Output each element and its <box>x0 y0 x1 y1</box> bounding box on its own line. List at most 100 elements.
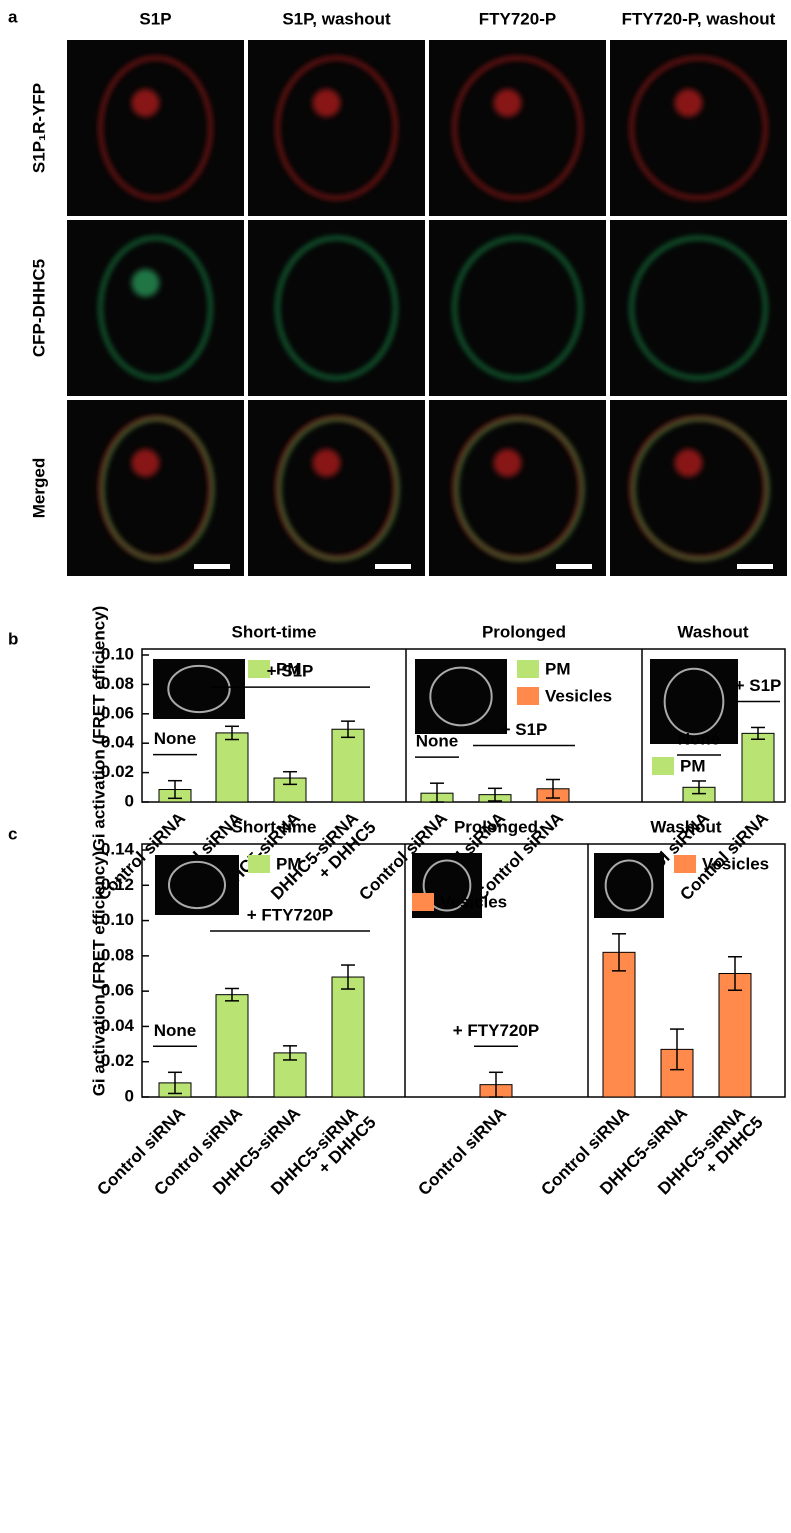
annotation: + FTY720P <box>453 1021 539 1040</box>
annotation: + FTY720P <box>247 906 333 925</box>
column-header: FTY720-P <box>479 9 556 28</box>
annotation: + S1P <box>735 676 782 695</box>
legend-swatch <box>674 855 696 873</box>
y-tick-label: 0.12 <box>101 875 134 894</box>
micrograph <box>610 220 787 396</box>
cell-outline <box>278 417 399 561</box>
annotation: None <box>678 729 721 748</box>
cell-outline <box>630 236 767 380</box>
cell-outline <box>276 56 397 200</box>
y-tick-label: 0.08 <box>101 945 134 964</box>
micrograph <box>67 220 244 396</box>
cell-outline <box>276 236 397 380</box>
panel-label: b <box>8 629 18 648</box>
y-tick-label: 0.02 <box>101 1051 134 1070</box>
section-title: Short-time <box>232 817 317 836</box>
panel-label: a <box>8 7 18 26</box>
legend-label: PM <box>680 756 706 775</box>
panel-label: c <box>8 824 17 843</box>
bar <box>602 951 636 1098</box>
micrograph <box>610 40 787 216</box>
y-tick-label: 0.06 <box>101 703 134 722</box>
inset-image <box>153 659 245 719</box>
inset-image <box>594 853 664 918</box>
vesicles <box>493 449 522 477</box>
inset-cell <box>167 664 231 714</box>
row-label: S1P₁R-YFP <box>29 83 48 173</box>
micrograph <box>67 40 244 216</box>
legend-label: PM <box>276 854 302 873</box>
section-title: Short-time <box>232 622 317 641</box>
legend-swatch <box>517 687 539 705</box>
inset-cell <box>429 666 493 727</box>
section-title: Washout <box>650 817 721 836</box>
inset-cell <box>604 859 654 912</box>
annotation: None <box>416 732 459 751</box>
legend-label: Vesicles <box>545 686 612 705</box>
column-header: FTY720-P, washout <box>622 9 776 28</box>
vesicles <box>131 269 160 297</box>
bar <box>331 976 365 1098</box>
inset-image <box>155 855 239 915</box>
cell-outline <box>99 56 212 200</box>
y-axis-label: Gi activation (FRET efficiency) <box>89 606 108 852</box>
inset-cell <box>422 859 472 912</box>
vesicles <box>674 449 703 477</box>
cell-outline <box>453 56 582 200</box>
column-header: S1P <box>139 9 171 28</box>
scale-bar <box>737 564 773 569</box>
legend-swatch <box>517 660 539 678</box>
y-tick-label: 0.04 <box>101 733 135 752</box>
cell-outline <box>632 417 769 561</box>
micrograph <box>429 220 606 396</box>
y-tick-label: 0.08 <box>101 674 134 693</box>
vesicles <box>312 89 341 117</box>
cell-outline <box>453 236 582 380</box>
plot-frame <box>141 648 786 803</box>
bar <box>718 973 752 1098</box>
y-axis-label: Gi activation (FRET efficiency) <box>89 851 108 1097</box>
cell-outline <box>630 56 767 200</box>
scale-bar <box>556 564 592 569</box>
micrograph <box>610 400 787 576</box>
section-title: Prolonged <box>454 817 538 836</box>
inset-image <box>415 659 507 734</box>
y-tick-label: 0 <box>125 791 134 810</box>
legend-swatch <box>248 660 270 678</box>
legend-label: PM <box>545 659 571 678</box>
vesicles <box>131 449 160 477</box>
micrograph <box>248 40 425 216</box>
annotation: + S1P <box>501 720 548 739</box>
x-tick-label: Control siRNA <box>414 1104 510 1200</box>
legend-swatch <box>248 855 270 873</box>
bar <box>215 732 249 803</box>
y-tick-label: 0.10 <box>101 910 134 929</box>
legend-label: Vesicles <box>440 892 507 911</box>
scale-bar <box>194 564 230 569</box>
section-title: Washout <box>677 622 748 641</box>
inset-cell <box>168 860 226 910</box>
bar <box>215 994 249 1098</box>
section-title: Prolonged <box>482 622 566 641</box>
vesicles <box>131 89 160 117</box>
inset-cell <box>663 667 725 736</box>
bar <box>741 732 775 803</box>
micrograph <box>248 220 425 396</box>
cell-outline <box>101 417 214 561</box>
legend-label: Vesicles <box>702 854 769 873</box>
annotation: + S1P <box>267 662 314 681</box>
cell-outline <box>455 417 584 561</box>
legend-swatch <box>412 893 434 911</box>
row-label: CFP-DHHC5 <box>29 259 48 357</box>
y-tick-label: 0.14 <box>101 839 135 858</box>
micrograph <box>429 40 606 216</box>
y-tick-label: 0.06 <box>101 981 134 1000</box>
micrograph <box>67 400 244 576</box>
micrograph <box>429 400 606 576</box>
y-tick-label: 0.10 <box>101 644 134 663</box>
annotation: None <box>154 729 197 748</box>
annotation: None <box>154 1021 197 1040</box>
legend-label: PM <box>276 659 302 678</box>
